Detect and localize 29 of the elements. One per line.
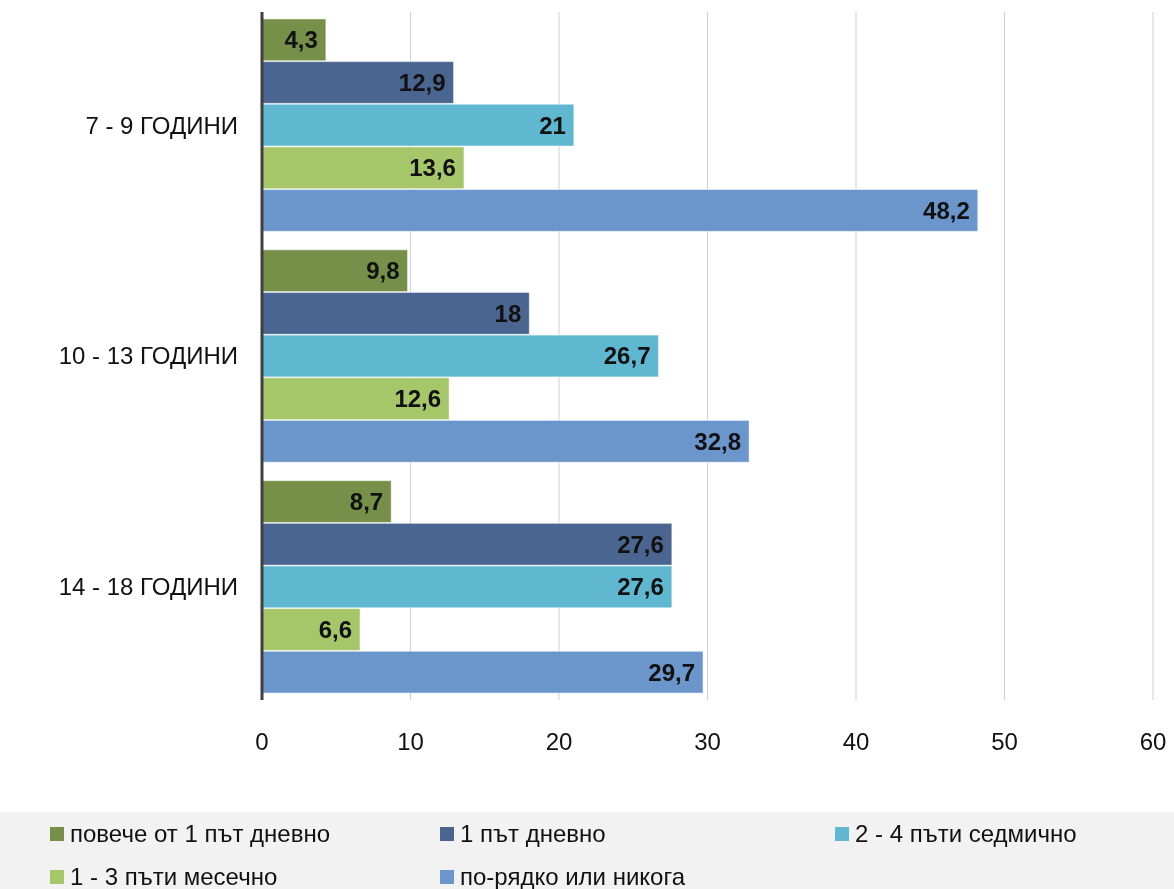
- data-label: 27,6: [617, 573, 664, 601]
- x-tick-label: 10: [397, 728, 424, 756]
- data-label: 32,8: [694, 427, 742, 455]
- y-tick-label: 7 - 9 ГОДИНИ: [85, 111, 238, 139]
- y-tick-label: 14 - 18 ГОДИНИ: [58, 573, 238, 601]
- data-label: 4,3: [284, 26, 318, 54]
- legend-label: 1 - 3 пъти месечно: [70, 863, 278, 889]
- x-tick-label: 50: [991, 728, 1018, 756]
- data-label: 27,6: [617, 530, 664, 558]
- data-label: 18: [494, 299, 522, 327]
- data-label: 9,8: [366, 257, 400, 285]
- legend-label: 2 - 4 пъти седмично: [855, 820, 1077, 848]
- x-tick-label: 0: [255, 728, 269, 756]
- x-tick-label: 20: [545, 728, 573, 756]
- data-label: 12,6: [394, 385, 442, 413]
- x-tick-label: 30: [694, 728, 721, 756]
- data-label: 6,6: [318, 615, 353, 643]
- y-tick-label: 10 - 13 ГОДИНИ: [58, 342, 238, 370]
- data-label: 48,2: [923, 196, 970, 224]
- legend-label: 1 път дневно: [460, 820, 606, 848]
- data-label: 8,7: [349, 487, 384, 515]
- data-label: 13,6: [409, 154, 456, 182]
- data-label: 12,9: [398, 68, 446, 96]
- data-label: 21: [539, 111, 566, 139]
- legend-label: повече от 1 път дневно: [70, 820, 331, 848]
- data-label: 29,7: [648, 658, 696, 686]
- x-tick-label: 60: [1139, 728, 1167, 756]
- x-tick-label: 40: [842, 728, 870, 756]
- data-label: 26,7: [603, 342, 651, 370]
